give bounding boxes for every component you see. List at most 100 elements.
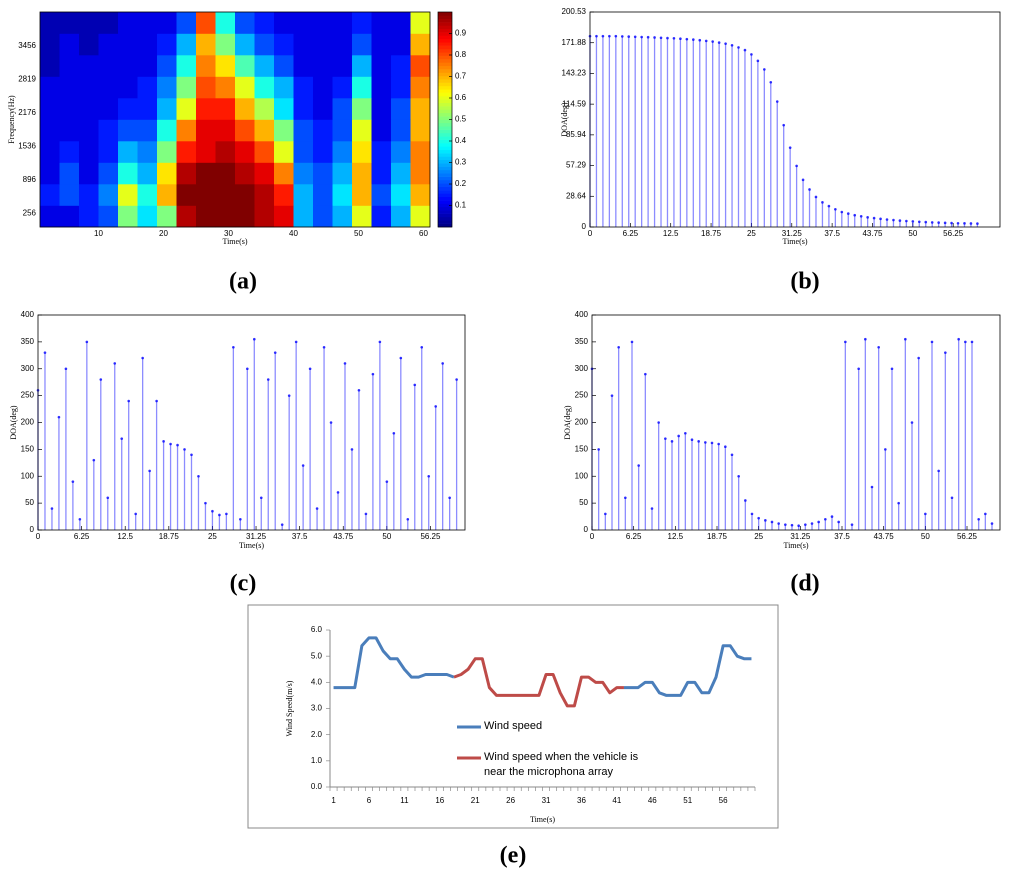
heatmap-cell — [176, 141, 197, 163]
stem-marker — [608, 34, 611, 38]
stem-marker — [308, 367, 312, 371]
heatmap-cell — [196, 205, 216, 228]
heatmap-cell — [157, 33, 177, 56]
heatmap-cell — [176, 76, 197, 99]
y-tick-label: 200.53 — [562, 7, 587, 16]
stem-marker — [92, 458, 96, 462]
y-tick-label: 150 — [575, 444, 589, 453]
colorbar-segment — [438, 193, 452, 198]
heatmap-cell — [176, 12, 197, 34]
heatmap-cell — [59, 184, 80, 206]
stem-marker — [937, 469, 940, 473]
stem-marker — [956, 221, 960, 225]
heatmap-cell — [157, 76, 177, 99]
heatmap-cell — [274, 141, 294, 163]
stem-marker — [106, 496, 110, 500]
stem-marker — [764, 519, 767, 522]
heatmap-cell — [215, 162, 236, 185]
stem-marker — [872, 216, 876, 220]
stem-marker — [225, 512, 228, 516]
stem-marker — [804, 523, 807, 526]
stem-marker — [724, 42, 727, 45]
colorbar-segment — [438, 143, 452, 147]
heatmap-cell — [40, 55, 60, 77]
stem-marker — [273, 351, 277, 354]
y-tick-label: 171.88 — [562, 38, 587, 47]
colorbar-segment — [438, 109, 452, 114]
x-tick-label: 6.25 — [74, 532, 90, 541]
stem-marker — [657, 421, 660, 424]
stem-marker — [148, 469, 151, 473]
stem-marker — [50, 507, 54, 510]
y-tick-label: 350 — [21, 337, 35, 346]
stem-marker — [650, 507, 654, 510]
heatmap-cell — [137, 184, 158, 206]
y-tick-label: 2819 — [18, 74, 36, 83]
x-tick-label: 21 — [471, 796, 480, 805]
stem-marker — [897, 501, 900, 505]
stem-marker — [280, 523, 284, 526]
stem-marker — [930, 340, 934, 344]
heatmap-cell — [157, 141, 177, 163]
stem-marker — [197, 474, 200, 478]
heatmap-cell — [352, 162, 372, 185]
x-tick-label: 56.25 — [420, 532, 441, 541]
x-tick-label: 6 — [367, 796, 372, 805]
y-tick-label: 250 — [575, 391, 589, 400]
heatmap-cell — [293, 33, 314, 56]
heatmap-cell — [410, 162, 431, 185]
stem-marker — [301, 464, 305, 467]
stem-marker — [944, 351, 947, 354]
plot-frame — [591, 314, 1001, 531]
y-tick-label: 150 — [21, 444, 35, 453]
stem-marker — [924, 220, 928, 224]
heatmap-cell — [371, 184, 392, 206]
colorbar-segment — [438, 38, 452, 43]
stem-marker — [259, 496, 263, 500]
heatmap-cell — [274, 12, 294, 34]
heatmap-cell — [371, 55, 392, 77]
stem-marker — [757, 516, 760, 520]
heatmap-cell — [313, 141, 333, 163]
heatmap-cell — [176, 55, 197, 77]
heatmap-cell — [118, 76, 138, 99]
stem-marker — [910, 421, 914, 424]
colorbar-segment — [438, 112, 452, 117]
heatmap-cell — [235, 76, 255, 99]
colorbar-segment — [438, 126, 452, 130]
stem-marker — [964, 340, 967, 344]
x-tick-label: 56.25 — [957, 532, 978, 541]
stem-marker — [950, 221, 953, 225]
stem-marker — [620, 35, 624, 38]
x-tick-label: 12.5 — [117, 532, 133, 541]
heatmap-cell — [410, 76, 431, 99]
heatmap-cell — [40, 162, 60, 185]
heatmap-cell — [391, 33, 411, 56]
heatmap-cell — [59, 119, 80, 142]
stem-marker — [448, 496, 451, 500]
colorbar-segment — [438, 85, 452, 90]
heatmap-cell — [98, 98, 119, 120]
heatmap-cell — [352, 119, 372, 142]
colorbar-segment — [438, 139, 452, 144]
stem-marker — [756, 59, 760, 63]
heatmap-cell — [254, 55, 275, 77]
y-axis-title: DOA(deg) — [9, 405, 18, 440]
x-axis-title: Time(s) — [222, 237, 247, 246]
heatmap-cell — [313, 76, 333, 99]
heatmap-cell — [215, 76, 236, 99]
heatmap-cell — [371, 33, 392, 56]
y-tick-label: 400 — [21, 310, 35, 319]
stem-marker — [877, 345, 880, 349]
heatmap-cell — [176, 33, 197, 56]
stem-marker — [630, 340, 634, 344]
stem-marker — [406, 517, 410, 521]
y-tick-label: 2.0 — [311, 730, 323, 739]
x-axis-title: Time(s) — [239, 541, 264, 550]
heatmap-cell — [157, 205, 177, 228]
stem-marker — [666, 36, 669, 40]
x-tick-label: 30 — [224, 229, 233, 238]
x-tick-label: 43.75 — [333, 532, 354, 541]
stem-marker — [664, 437, 667, 440]
colorbar-segment — [438, 32, 452, 36]
